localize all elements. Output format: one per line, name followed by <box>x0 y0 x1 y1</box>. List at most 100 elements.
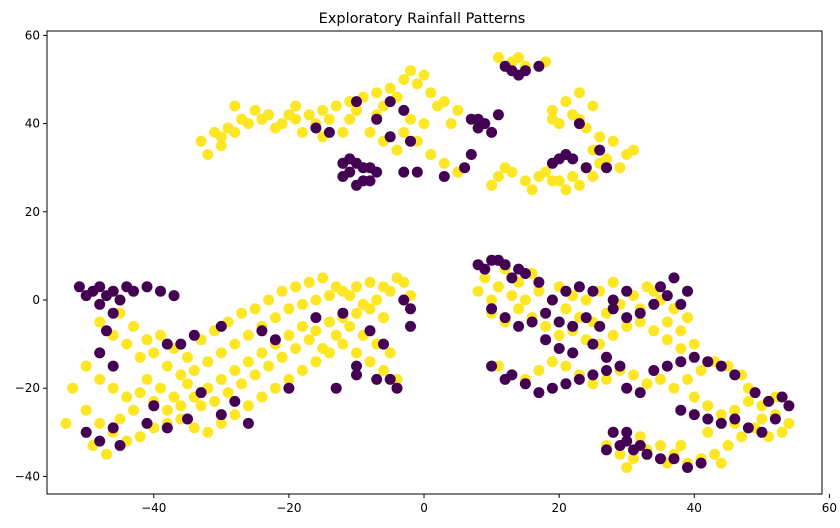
scatter-point <box>533 365 545 376</box>
scatter-point <box>330 329 342 341</box>
scatter-point <box>594 131 606 143</box>
scatter-point <box>661 334 673 346</box>
scatter-point <box>215 409 227 421</box>
scatter-point <box>202 356 214 368</box>
scatter-point <box>553 175 565 187</box>
scatter-point <box>242 118 254 130</box>
scatter-point <box>601 373 612 385</box>
scatter-point <box>526 316 538 328</box>
scatter-point <box>715 360 727 372</box>
scatter-point <box>168 290 180 302</box>
x-tick-label: 0 <box>420 501 428 515</box>
scatter-point <box>742 395 754 407</box>
scatter-point <box>661 316 673 328</box>
scatter-point <box>391 144 403 156</box>
scatter-point <box>756 413 768 425</box>
scatter-point <box>546 356 558 368</box>
scatter-point <box>648 298 660 310</box>
scatter-point <box>533 60 545 72</box>
scatter-point <box>303 276 315 288</box>
scatter-point <box>107 422 119 434</box>
scatter-point <box>668 453 680 465</box>
scatter-point <box>236 307 248 319</box>
scatter-point <box>438 171 450 182</box>
scatter-point <box>384 347 396 359</box>
scatter-point <box>628 144 639 156</box>
scatter-point <box>182 351 193 363</box>
scatter-point <box>648 325 660 337</box>
y-tick-label: 0 <box>32 293 40 307</box>
scatter-point <box>486 126 498 138</box>
scatter-point <box>269 122 281 134</box>
scatter-point <box>411 166 423 178</box>
scatter-point <box>580 312 592 324</box>
scatter-point <box>155 329 166 341</box>
scatter-point <box>357 298 369 310</box>
scatter-point <box>121 391 133 403</box>
scatter-point <box>682 373 693 385</box>
scatter-point <box>709 448 721 460</box>
scatter-point <box>546 157 558 169</box>
scatter-point <box>675 325 687 337</box>
scatter-point <box>371 294 383 306</box>
scatter-point <box>519 378 531 390</box>
scatter-point <box>351 179 362 191</box>
scatter-point <box>594 320 606 332</box>
scatter-point <box>546 113 558 125</box>
scatter-point <box>621 285 633 297</box>
scatter-point <box>317 343 329 354</box>
x-tick-label: 40 <box>687 501 702 515</box>
scatter-point <box>202 149 214 160</box>
scatter-point <box>188 329 200 341</box>
scatter-point <box>513 69 525 81</box>
scatter-point <box>80 426 92 438</box>
scatter-point <box>391 382 403 394</box>
scatter-point <box>182 378 193 390</box>
scatter-point <box>195 387 207 399</box>
scatter-point <box>94 417 106 429</box>
scatter-point <box>121 338 133 350</box>
scatter-point <box>492 254 504 266</box>
scatter-point <box>614 360 626 372</box>
scatter-point <box>175 400 187 412</box>
scatter-point <box>94 316 106 328</box>
scatter-point <box>499 162 511 174</box>
scatter-point <box>722 440 734 451</box>
scatter-point <box>601 351 612 363</box>
scatter-point <box>371 113 383 125</box>
scatter-point <box>283 109 295 121</box>
scatter-point <box>513 320 525 332</box>
scatter-point <box>573 87 585 99</box>
scatter-point <box>533 387 545 399</box>
scatter-point <box>364 276 376 288</box>
scatter-point <box>749 387 761 399</box>
scatter-point <box>256 391 268 403</box>
scatter-point <box>209 395 221 407</box>
scatter-point <box>702 356 714 368</box>
scatter-point <box>432 100 443 112</box>
scatter-point <box>614 162 626 174</box>
scatter-point <box>702 426 714 438</box>
scatter-point <box>601 444 612 456</box>
scatter-point <box>330 281 342 293</box>
scatter-point <box>398 276 410 288</box>
scatter-point <box>587 171 599 182</box>
scatter-point <box>378 365 389 376</box>
scatter-point <box>621 320 633 332</box>
scatter-point <box>101 325 112 337</box>
scatter-point <box>628 369 639 381</box>
scatter-point <box>371 373 383 385</box>
scatter-point <box>769 413 781 425</box>
scatter-point <box>668 382 680 394</box>
x-tick-label: 60 <box>822 501 837 515</box>
scatter-point <box>486 360 498 372</box>
scatter-point <box>675 356 687 368</box>
scatter-point <box>141 334 153 346</box>
scatter-point <box>634 316 646 328</box>
scatter-point <box>398 126 410 138</box>
scatter-point <box>729 413 741 425</box>
scatter-point <box>351 307 362 319</box>
scatter-point <box>702 413 714 425</box>
scatter-point <box>344 113 356 125</box>
scatter-point <box>398 294 410 306</box>
